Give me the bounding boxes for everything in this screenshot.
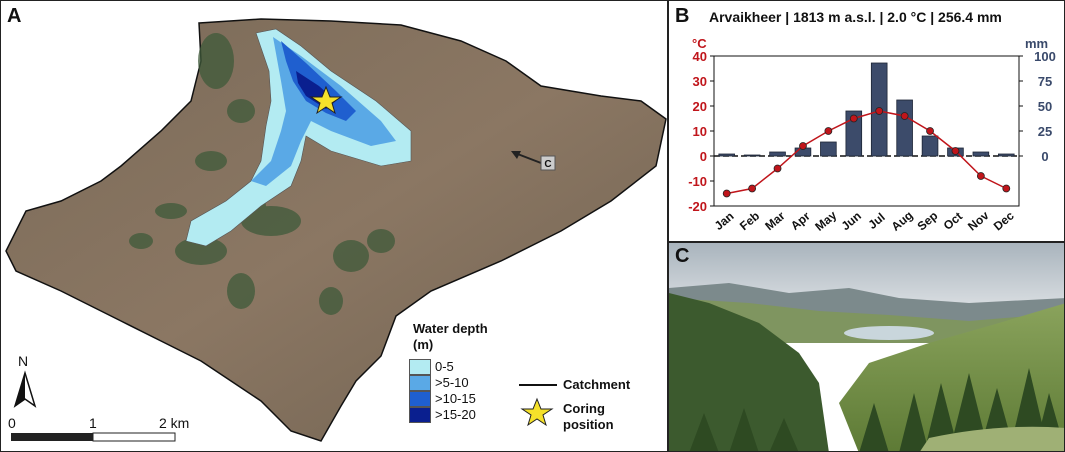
temperature-point — [976, 172, 985, 180]
month-label: Aug — [889, 208, 916, 234]
left-tick-label: 30 — [693, 74, 707, 89]
catchment-label: Catchment — [563, 377, 631, 392]
catchment-map: C — [5, 18, 667, 442]
photo-panel: C — [668, 242, 1065, 452]
precip-bar — [896, 99, 913, 157]
temperature-point — [773, 164, 782, 173]
precip-bar — [718, 153, 735, 157]
right-tick-label: 50 — [1038, 99, 1052, 114]
photo-viewpoint-marker: C — [511, 151, 556, 171]
precip-bar — [820, 141, 837, 157]
legend-item-15-20: >15-20 — [409, 407, 509, 423]
lake-depth-10-15 — [281, 41, 356, 121]
month-label: Sep — [915, 208, 941, 233]
right-unit-label: mm — [1025, 36, 1048, 51]
month-label: Feb — [737, 209, 762, 233]
legend-item-5-10: >5-10 — [409, 375, 509, 391]
landscape-photo — [669, 243, 1064, 451]
left-tick-label: -10 — [688, 174, 707, 189]
temperature-point — [849, 114, 858, 123]
month-label: Jun — [839, 209, 864, 233]
precip-bar — [921, 135, 939, 157]
north-label: N — [18, 353, 29, 369]
scale-label-2: 2 km — [159, 415, 190, 431]
month-label: Oct — [941, 209, 965, 233]
left-tick-label: 40 — [693, 49, 707, 64]
left-tick-label: 10 — [693, 124, 707, 139]
temperature-point — [875, 107, 884, 115]
coring-label-2: position — [563, 417, 614, 432]
precip-bar — [998, 153, 1015, 157]
panel-a-label: A — [7, 5, 22, 27]
scale-bar — [11, 432, 176, 442]
climate-chart-panel: B Arvaikheer | 1813 m a.s.l. | 2.0 °C | … — [668, 0, 1065, 242]
precip-bar — [769, 151, 786, 157]
precip-bar — [845, 110, 863, 157]
temperature-point — [1002, 184, 1011, 193]
temperature-point — [926, 127, 934, 135]
month-label: Dec — [991, 208, 1017, 233]
coring-star-icon — [309, 85, 343, 115]
catchment-area — [5, 18, 667, 442]
temperature-point — [951, 147, 960, 155]
temperature-point — [722, 189, 731, 198]
right-tick-label: 25 — [1038, 124, 1052, 139]
left-tick-label: 0 — [700, 149, 707, 164]
month-label: Jul — [865, 210, 887, 232]
month-label: Apr — [788, 209, 813, 233]
temperature-point — [748, 184, 757, 193]
forest-patches — [129, 33, 395, 315]
month-label: Nov — [965, 208, 992, 234]
temperature-point — [824, 127, 833, 135]
coring-legend-star-icon — [520, 397, 554, 427]
temperature-point — [900, 112, 909, 120]
climate-chart: -20 -10 0 10 20 30 40 0 25 50 75 100 °C mm Jan Feb Mar Ap… — [688, 36, 1056, 234]
left-unit-label: °C — [692, 36, 707, 51]
month-label: May — [812, 208, 839, 234]
precip-bar — [743, 154, 761, 157]
right-tick-label: 100 — [1034, 49, 1056, 64]
month-label: Jan — [712, 209, 737, 233]
temperature-line — [726, 110, 1007, 195]
chart-title: Arvaikheer | 1813 m a.s.l. | 2.0 °C | 25… — [709, 9, 1002, 25]
map-panel: C A N 0 1 2 km Water depth (m) 0-5 >5-10… — [0, 0, 668, 452]
left-tick-label: -20 — [688, 199, 707, 214]
scale-label-1: 1 — [89, 415, 97, 431]
right-tick-label: 75 — [1038, 74, 1052, 89]
plot-frame — [713, 55, 1020, 207]
legend-item-10-15: >10-15 — [409, 391, 509, 407]
panel-c-label: C — [675, 245, 690, 267]
legend-item-0-5: 0-5 — [409, 359, 509, 375]
coring-label-1: Coring — [563, 401, 605, 416]
marker-label: C — [544, 159, 551, 170]
scale-label-0: 0 — [8, 415, 16, 431]
temperature-point — [799, 142, 807, 150]
panel-b-label: B — [675, 5, 690, 27]
month-label: Mar — [762, 209, 788, 234]
legend-title: Water depth (m) — [413, 321, 488, 352]
precip-bar — [972, 151, 990, 157]
left-tick-label: 20 — [693, 99, 707, 114]
north-arrow-icon — [13, 370, 37, 408]
right-tick-label: 0 — [1041, 149, 1048, 164]
